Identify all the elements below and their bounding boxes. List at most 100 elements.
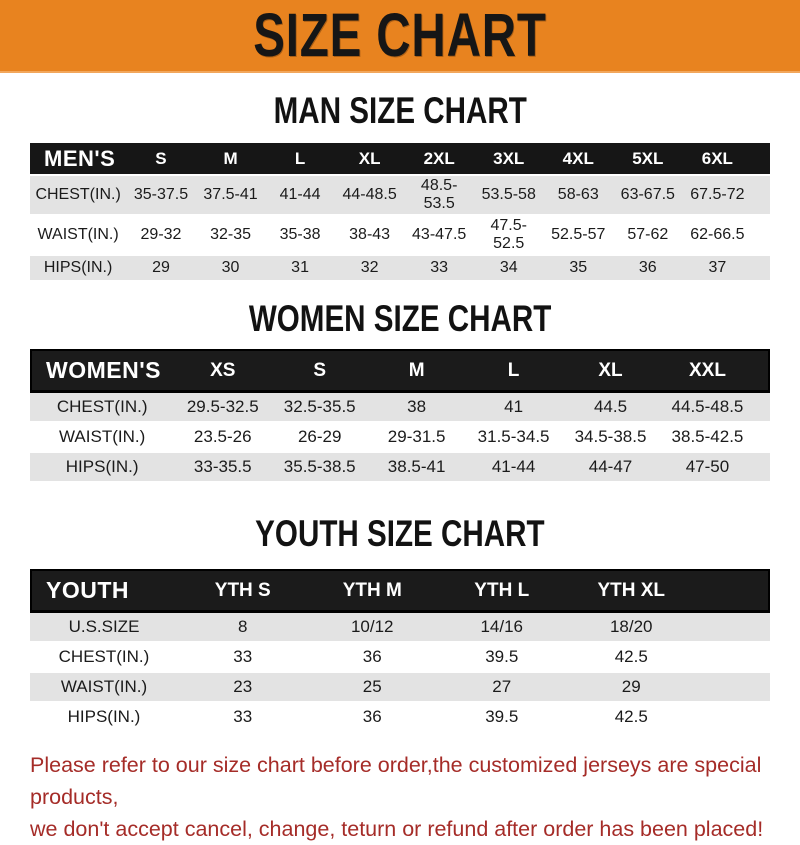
youth-header-row: YOUTH YTH S YTH M YTH L YTH XL [30, 569, 770, 613]
men-cell: 30 [195, 256, 266, 282]
row-label: HIPS(IN.) [30, 703, 178, 733]
men-size-table: MEN'S S M L XL 2XL 3XL 4XL 5XL 6XL CHEST… [30, 143, 770, 282]
youth-header-filler [696, 569, 770, 613]
youth-cell: 23 [178, 673, 308, 703]
men-col-header: 3XL [473, 143, 544, 176]
men-waist-row: WAIST(IN.) 29-32 32-35 35-38 38-43 43-47… [30, 216, 770, 256]
row-label: WAIST(IN.) [30, 673, 178, 703]
women-cell: 41-44 [465, 453, 563, 483]
men-cell: 35-37.5 [126, 176, 196, 216]
women-header-filler [755, 349, 770, 393]
men-cell: 63-67.5 [613, 176, 683, 216]
men-chest-row: CHEST(IN.) 35-37.5 37.5-41 41-44 44-48.5… [30, 176, 770, 216]
youth-cell: 39.5 [437, 703, 567, 733]
men-cell: 35-38 [265, 216, 335, 256]
men-corner-label: MEN'S [30, 143, 127, 176]
men-col-header: L [265, 143, 335, 176]
men-col-header: S [126, 143, 196, 176]
youth-cell: 42.5 [566, 643, 696, 673]
men-cell: 38-43 [334, 216, 405, 256]
youth-cell: 10/12 [307, 613, 437, 643]
men-cell: 58-63 [543, 176, 614, 216]
row-label: CHEST(IN.) [30, 176, 127, 216]
men-cell: 33 [404, 256, 474, 282]
women-size-table: WOMEN'S XS S M L XL XXL CHEST(IN.) 29.5-… [30, 349, 770, 483]
women-cell: 44-47 [562, 453, 659, 483]
men-cell: 43-47.5 [404, 216, 474, 256]
men-hips-row: HIPS(IN.) 29 30 31 32 33 34 35 36 37 [30, 256, 770, 282]
men-cell: 52.5-57 [543, 216, 614, 256]
men-col-header: M [195, 143, 266, 176]
women-corner-label: WOMEN'S [30, 349, 175, 393]
men-cell: 47.5-52.5 [473, 216, 544, 256]
men-cell: 34 [473, 256, 544, 282]
women-col-header: M [368, 349, 466, 393]
row-label: HIPS(IN.) [30, 453, 175, 483]
youth-chest-row: CHEST(IN.) 33 36 39.5 42.5 [30, 643, 770, 673]
disclaimer-line-2: we don't accept cancel, change, teturn o… [30, 817, 764, 841]
row-label: WAIST(IN.) [30, 423, 175, 453]
youth-cell: 33 [178, 643, 308, 673]
men-cell: 29-32 [126, 216, 196, 256]
women-cell: 32.5-35.5 [271, 393, 369, 423]
women-col-header: S [271, 349, 369, 393]
women-cell: 34.5-38.5 [562, 423, 659, 453]
women-col-header: XS [174, 349, 272, 393]
youth-waist-row: WAIST(IN.) 23 25 27 29 [30, 673, 770, 703]
size-chart-banner: SIZE CHART [0, 0, 800, 73]
women-cell: 35.5-38.5 [271, 453, 369, 483]
men-cell: 29 [126, 256, 196, 282]
men-cell: 37.5-41 [195, 176, 266, 216]
men-header-filler [752, 143, 770, 176]
women-cell-filler [755, 393, 770, 423]
youth-section-heading: YOUTH SIZE CHART [0, 513, 800, 555]
disclaimer-note: Please refer to our size chart before or… [30, 749, 800, 845]
youth-cell: 33 [178, 703, 308, 733]
row-label: CHEST(IN.) [30, 643, 178, 673]
women-chest-row: CHEST(IN.) 29.5-32.5 32.5-35.5 38 41 44.… [30, 393, 770, 423]
women-cell: 38 [368, 393, 466, 423]
women-cell: 33-35.5 [174, 453, 272, 483]
youth-col-header: YTH S [178, 569, 308, 613]
youth-cell-filler [696, 673, 770, 703]
women-cell: 26-29 [271, 423, 369, 453]
youth-size-table: YOUTH YTH S YTH M YTH L YTH XL U.S.SIZE … [30, 569, 770, 733]
men-cell-filler [752, 176, 770, 216]
youth-cell: 25 [307, 673, 437, 703]
youth-cell: 29 [566, 673, 696, 703]
men-cell: 48.5-53.5 [404, 176, 474, 216]
youth-cell: 14/16 [437, 613, 567, 643]
youth-col-header: YTH XL [566, 569, 696, 613]
youth-cell: 18/20 [566, 613, 696, 643]
youth-cell-filler [696, 643, 770, 673]
men-cell: 53.5-58 [473, 176, 544, 216]
women-cell: 44.5 [562, 393, 659, 423]
men-col-header: 6XL [682, 143, 753, 176]
men-cell: 37 [682, 256, 753, 282]
women-cell: 47-50 [658, 453, 756, 483]
men-heading-text: MAN SIZE CHART [273, 90, 527, 131]
women-col-header: XL [562, 349, 659, 393]
men-cell: 41-44 [265, 176, 335, 216]
youth-col-header: YTH L [437, 569, 567, 613]
youth-cell: 36 [307, 643, 437, 673]
women-heading-text: WOMEN SIZE CHART [248, 298, 552, 339]
disclaimer-line-1: Please refer to our size chart before or… [30, 753, 762, 809]
men-cell: 31 [265, 256, 335, 282]
men-cell: 36 [613, 256, 683, 282]
women-waist-row: WAIST(IN.) 23.5-26 26-29 29-31.5 31.5-34… [30, 423, 770, 453]
women-header-row: WOMEN'S XS S M L XL XXL [30, 349, 770, 393]
youth-cell: 27 [437, 673, 567, 703]
youth-cell: 8 [178, 613, 308, 643]
men-cell: 62-66.5 [682, 216, 753, 256]
women-col-header: XXL [658, 349, 756, 393]
women-cell: 29-31.5 [368, 423, 466, 453]
women-cell: 23.5-26 [174, 423, 272, 453]
youth-heading-text: YOUTH SIZE CHART [255, 513, 545, 554]
row-label: WAIST(IN.) [30, 216, 127, 256]
women-cell: 29.5-32.5 [174, 393, 272, 423]
youth-hips-row: HIPS(IN.) 33 36 39.5 42.5 [30, 703, 770, 733]
men-cell-filler [752, 256, 770, 282]
women-hips-row: HIPS(IN.) 33-35.5 35.5-38.5 38.5-41 41-4… [30, 453, 770, 483]
men-header-row: MEN'S S M L XL 2XL 3XL 4XL 5XL 6XL [30, 143, 770, 176]
